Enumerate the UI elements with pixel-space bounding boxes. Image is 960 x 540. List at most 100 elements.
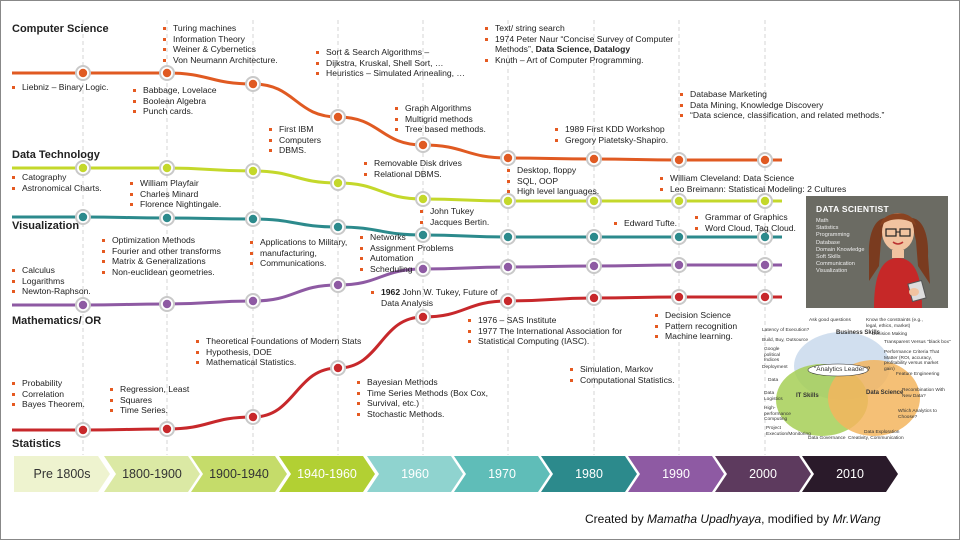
note-item: 1989 First KDD Workshop: [555, 124, 668, 135]
timeline-node-dot: [333, 112, 343, 122]
note-stat-1980: Simulation, Markov Computational Statisti…: [570, 364, 675, 385]
note-stat-1900: Theoretical Foundations of Modern Stats H…: [196, 336, 361, 368]
note-dt-1960: Removable Disk drives Relational DBMS.: [364, 158, 462, 179]
note-stat-1960: Bayesian Methods Time Series Methods (Box…: [357, 377, 488, 419]
note-item: Assignment Problems: [360, 243, 454, 254]
note-item: Simulation, Markov: [570, 364, 675, 375]
era-arrow: [628, 456, 724, 492]
timeline-node-dot: [503, 296, 513, 306]
note-dt-1970: Desktop, floppy SQL, OOP High level langua…: [507, 165, 599, 197]
timeline-node-dot: [760, 155, 770, 165]
venn-note: Data: [768, 378, 779, 383]
note-math-1900: Applications to Military, manufacturing, C…: [250, 237, 347, 269]
era-label: 2010: [836, 467, 864, 481]
credit-line: Created by Mamatha Upadhyaya, modified b…: [585, 512, 881, 526]
timeline-node-dot: [162, 213, 172, 223]
venn-note: Ask good questions: [809, 318, 851, 323]
timeline-node-dot: [589, 232, 599, 242]
note-stat-1970: 1976 – SAS Institute 1977 The Internation…: [468, 315, 622, 347]
timeline-node-dot: [503, 196, 513, 206]
credit-author: Mamatha Upadhyaya: [647, 512, 762, 526]
note-item: Removable Disk drives: [364, 158, 462, 169]
era-arrow: [104, 456, 200, 492]
note-item: SQL, OOP: [507, 176, 599, 187]
woman-illustration: [868, 213, 930, 308]
note-item: Matrix & Generalizations: [102, 256, 221, 267]
venn-note: Transparent Versus "black box": [884, 340, 951, 345]
note-item: Data Mining, Knowledge Discovery: [680, 100, 884, 111]
note-item: Newton-Raphson.: [12, 286, 91, 297]
venn-note: Decision Making: [872, 332, 908, 337]
note-stat-1962-item: 1962 John W. Tukey, Future of Data Analy…: [371, 287, 501, 308]
venn-note: Data Exploration: [864, 430, 900, 435]
note-cs-1970-item: Knuth – Art of Computer Programming.: [485, 55, 685, 66]
note-item: 1977 The International Association for: [468, 326, 622, 337]
skill-item: Programming: [816, 232, 850, 239]
timeline-node-dot: [333, 363, 343, 373]
timeline-node-dot: [78, 300, 88, 310]
skill-item: Database: [816, 239, 840, 246]
era-arrow: [802, 456, 898, 492]
era-arrow: [191, 456, 287, 492]
note-item: 1976 – SAS Institute: [468, 315, 622, 326]
note-stat-1962: 1962 John W. Tukey, Future of Data Analy…: [371, 287, 501, 308]
note-item: Heuristics – Simulated Annealing, …: [316, 68, 465, 79]
note-item: DBMS.: [269, 145, 321, 156]
timeline-node-dot: [248, 166, 258, 176]
venn-note: Creativity, Communication: [848, 436, 904, 441]
venn-leader-label: "Analytics Leader"?: [814, 366, 871, 373]
note-item: Gregory Piatetsky-Shapiro.: [555, 135, 668, 146]
note-item: Machine learning.: [655, 331, 737, 342]
timeline-node-dot: [760, 232, 770, 242]
timeline-node-dot: [760, 260, 770, 270]
note-item: Edward Tufte.: [614, 218, 677, 229]
data-scientist-title: DATA SCIENTIST: [816, 204, 889, 214]
note-item: Bayesian Methods: [357, 377, 488, 388]
timeline-node-dot: [333, 222, 343, 232]
note-stat-pre1800: Probability Correlation Bayes Theorem.: [12, 378, 85, 410]
note-item: Dijkstra, Kruskal, Shell Sort, …: [316, 58, 465, 69]
note-item: Time Series Methods (Box Cox,: [357, 388, 488, 399]
timeline-node-dot: [589, 154, 599, 164]
timeline-node-dot: [674, 292, 684, 302]
era-label: 1980: [575, 467, 603, 481]
note-item: Fourier and other transforms: [102, 246, 221, 257]
timeline-node-dot: [418, 312, 428, 322]
note-item: “Data science, classification, and relat…: [680, 110, 884, 121]
note-math-pre1800: Calculus Logarithms Newton-Raphson.: [12, 265, 91, 297]
venn-note: Feature Engineering: [896, 372, 940, 377]
skill-item: Math: [816, 218, 829, 224]
note-item: John Tukey: [420, 206, 489, 217]
timeline-node-dot: [503, 232, 513, 242]
note-item: Survival, etc.): [357, 398, 488, 409]
naur-text: 1974 Peter Naur “Concise Survey of Compu…: [495, 33, 674, 55]
note-item: Florence Nightingale.: [130, 199, 221, 210]
venn-business-label: Business Skills: [836, 330, 881, 336]
note-item: Boolean Algebra: [133, 96, 217, 107]
note-item: Multigrid methods: [395, 114, 486, 125]
note-cs-1970-naur: 1974 Peter Naur “Concise Survey of Compu…: [485, 34, 685, 55]
era-label: 1970: [488, 467, 516, 481]
note-item: Logarithms: [12, 276, 91, 287]
note-item: Stochastic Methods.: [357, 409, 488, 420]
note-cs-1900: Turing machines Information Theory Weiner …: [163, 23, 278, 65]
note-item: Astronomical Charts.: [12, 183, 102, 194]
note-stat-1800: Regression, Least Squares Time Series.: [110, 384, 189, 416]
note-item: Hypothesis, DOE: [196, 347, 361, 358]
era-label: 1990: [662, 467, 690, 481]
timeline-node-dot: [674, 232, 684, 242]
note-item: Regression, Least: [110, 384, 189, 395]
note-item: Time Series.: [110, 405, 189, 416]
timeline-node-dot: [674, 260, 684, 270]
row-label-visualization: Visualization: [12, 220, 80, 232]
note-item: Charles Minard: [130, 189, 221, 200]
note-item: High level languages.: [507, 186, 599, 197]
era-label: 1900-1940: [209, 467, 269, 481]
timeline-node-dot: [248, 214, 258, 224]
note-vis-2000: Grammar of Graphics Word Cloud, Tag Cloud…: [695, 212, 796, 233]
timeline-node-dot: [78, 163, 88, 173]
timeline-node-dot: [503, 262, 513, 272]
skill-item: Domain Knowledge: [816, 246, 865, 253]
timeline-node-dot: [162, 163, 172, 173]
